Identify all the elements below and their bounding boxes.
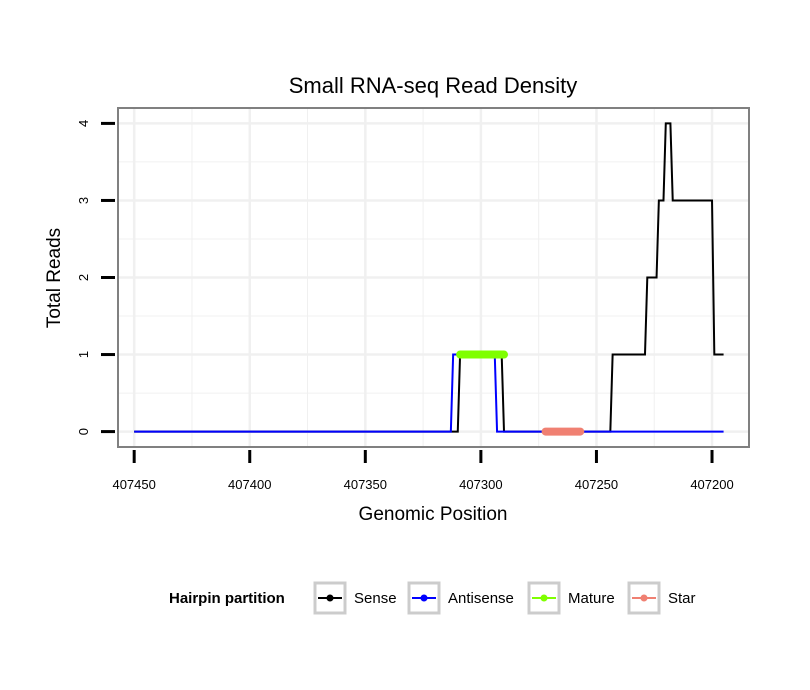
legend: Hairpin partition Sense Antisense Mature St… (169, 581, 696, 615)
x-tick-label: 407200 (690, 477, 733, 492)
legend-label: Sense (354, 590, 397, 607)
legend-item-sense: Sense (313, 581, 397, 615)
y-tick-label: 2 (76, 274, 91, 281)
y-axis-label: Total Reads (44, 228, 65, 328)
legend-key-dot (326, 594, 334, 602)
legend-item-antisense: Antisense (407, 581, 514, 615)
axis-layer: 407450 407400 407350 407300 407250 407200 0 1 2 3… (76, 120, 734, 492)
y-tick-label: 3 (76, 197, 91, 204)
legend-label: Mature (568, 590, 615, 607)
y-tick-label: 0 (76, 428, 91, 435)
y-tick-label: 4 (76, 120, 91, 127)
x-tick-label: 407350 (344, 477, 387, 492)
legend-item-star: Star (627, 581, 696, 615)
chart-title: Small RNA-seq Read Density (289, 73, 578, 98)
x-tick-label: 407400 (228, 477, 271, 492)
legend-label: Antisense (448, 590, 514, 607)
x-tick-label: 407250 (575, 477, 618, 492)
series-layer (134, 122, 724, 436)
legend-title: Hairpin partition (169, 590, 285, 607)
y-tick-label: 1 (76, 351, 91, 358)
legend-key-dot (540, 594, 548, 602)
x-tick-label: 407300 (459, 477, 502, 492)
legend-key-dot (420, 594, 428, 602)
x-axis-label: Genomic Position (359, 504, 508, 525)
legend-item-mature: Mature (527, 581, 615, 615)
plot-panel (117, 107, 750, 448)
x-tick-label: 407450 (112, 477, 155, 492)
legend-label: Star (668, 590, 696, 607)
legend-key-dot (640, 594, 648, 602)
